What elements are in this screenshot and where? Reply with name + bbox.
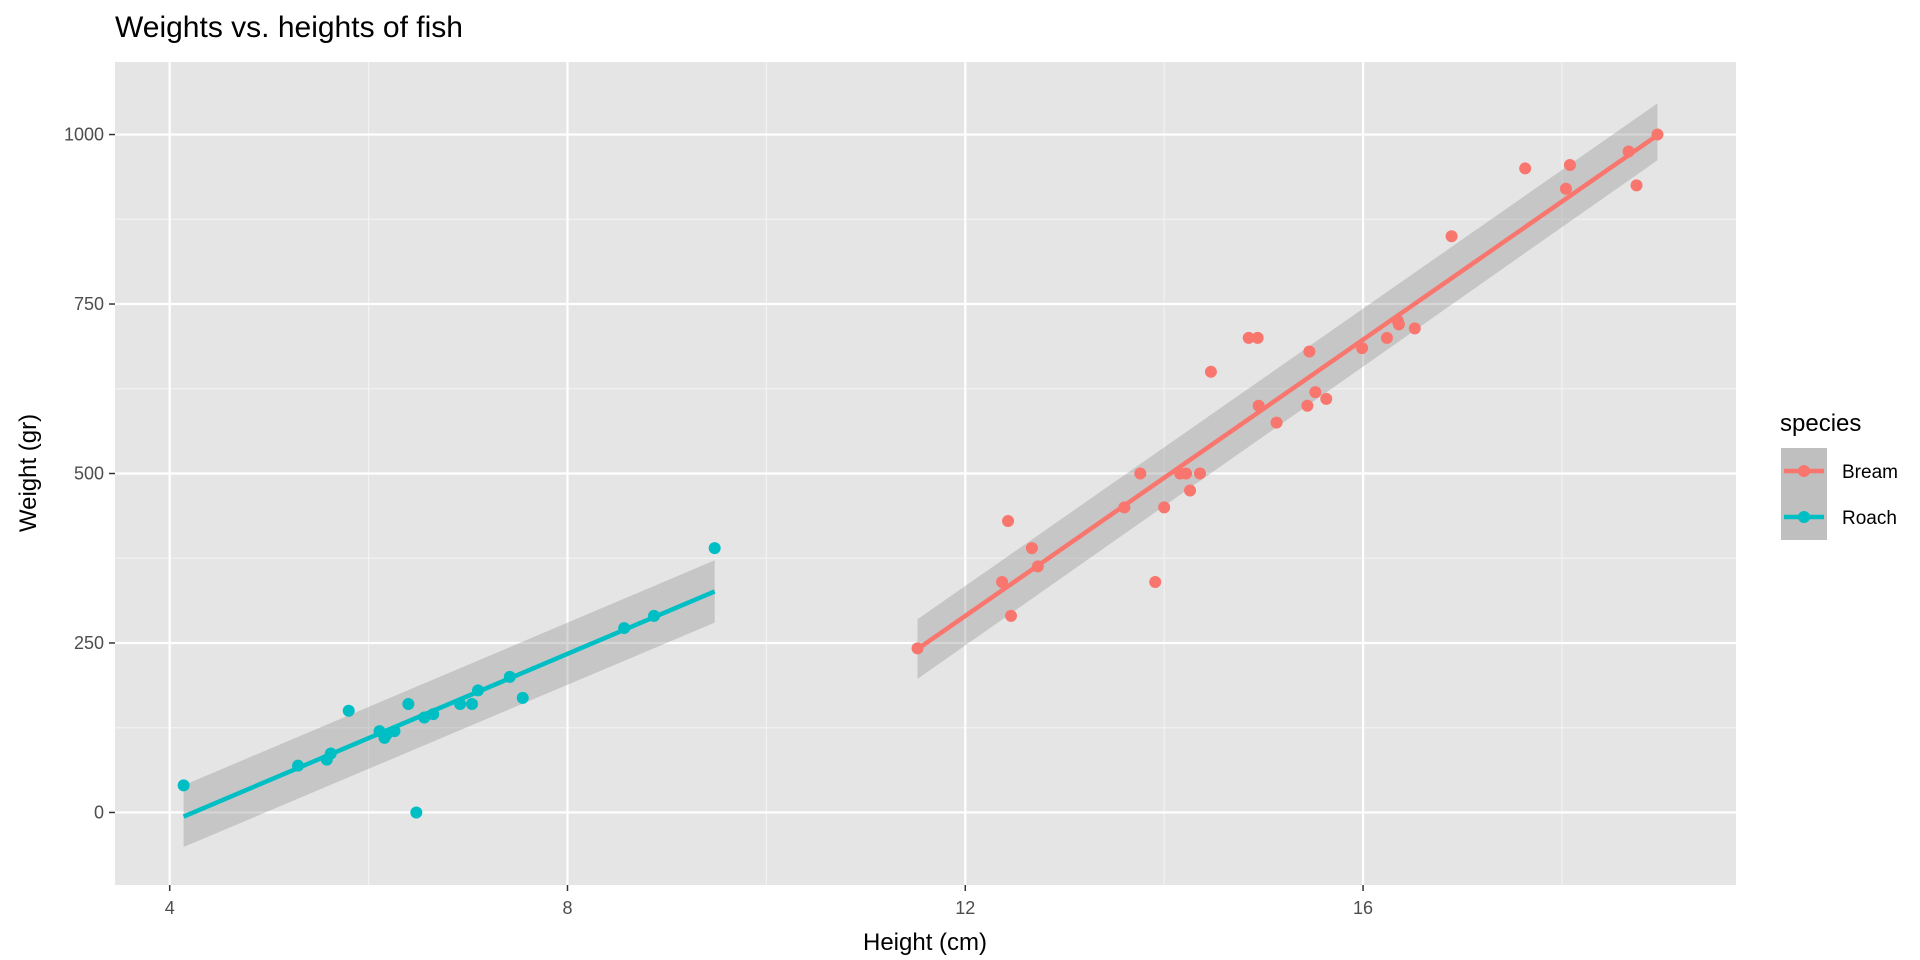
data-point-roach [427,708,440,721]
data-point-bream [1622,145,1635,158]
x-tick-label: 12 [955,898,975,918]
data-point-bream [1270,416,1283,429]
legend-key-point [1798,511,1810,523]
data-point-roach [388,725,401,738]
legend-title: species [1780,410,1861,437]
data-point-bream [1301,399,1314,412]
data-point-bream [1118,501,1131,514]
y-axis: 0 250 500 750 1000 [64,125,115,822]
data-point-bream [1180,467,1193,480]
data-point-bream [1149,575,1162,588]
data-point-bream [1193,467,1206,480]
legend-label-bream: Bream [1842,462,1898,483]
x-tick-label: 16 [1353,898,1373,918]
data-point-bream [1380,331,1393,344]
data-point-bream [1630,179,1643,192]
data-point-bream [1184,484,1197,497]
y-tick-label: 500 [74,464,104,484]
data-point-bream [1204,365,1217,378]
legend: species Bream Roach [1780,410,1898,540]
data-point-roach [503,670,516,683]
data-point-roach [291,759,304,772]
data-point-bream [996,575,1009,588]
data-point-roach [516,691,529,704]
data-point-bream [1563,159,1576,172]
data-point-bream [1559,182,1572,195]
data-point-roach [618,622,631,635]
y-tick-label: 750 [74,294,104,314]
y-tick-label: 250 [74,633,104,653]
legend-label-roach: Roach [1842,508,1897,529]
data-point-roach [410,806,423,819]
data-point-bream [911,642,924,655]
x-axis-title: Height (cm) [863,929,987,956]
x-tick-label: 4 [165,898,175,918]
data-point-bream [1320,392,1333,405]
data-point-bream [1519,162,1532,175]
data-point-roach [471,684,484,697]
data-point-bream [1303,345,1316,358]
data-point-roach [324,747,337,760]
data-point-bream [1025,542,1038,555]
y-tick-label: 1000 [64,125,104,145]
data-point-roach [708,542,721,555]
data-point-roach [454,697,467,710]
data-point-roach [402,697,415,710]
data-point-roach [466,697,479,710]
data-point-bream [1134,467,1147,480]
data-point-bream [1251,331,1264,344]
data-point-bream [1031,560,1044,573]
data-point-bream [1392,318,1405,331]
data-point-bream [1408,322,1421,335]
data-point-roach [177,779,190,792]
data-point-roach [342,704,355,717]
data-point-roach [648,609,661,622]
chart-title: Weights vs. heights of fish [115,11,463,44]
x-tick-label: 8 [562,898,572,918]
data-point-bream [1309,386,1322,399]
legend-key-point [1798,465,1810,477]
data-points [177,128,1664,819]
data-point-bream [1158,501,1171,514]
data-point-bream [1356,342,1369,355]
data-point-bream [1242,331,1255,344]
y-tick-label: 0 [94,802,104,822]
data-point-bream [1002,514,1015,527]
data-point-bream [1252,399,1265,412]
y-axis-title: Weight (gr) [15,414,42,532]
data-point-bream [1005,609,1018,622]
data-point-bream [1445,230,1458,243]
x-axis: 4 8 12 16 [165,885,1373,918]
data-point-bream [1651,128,1664,141]
